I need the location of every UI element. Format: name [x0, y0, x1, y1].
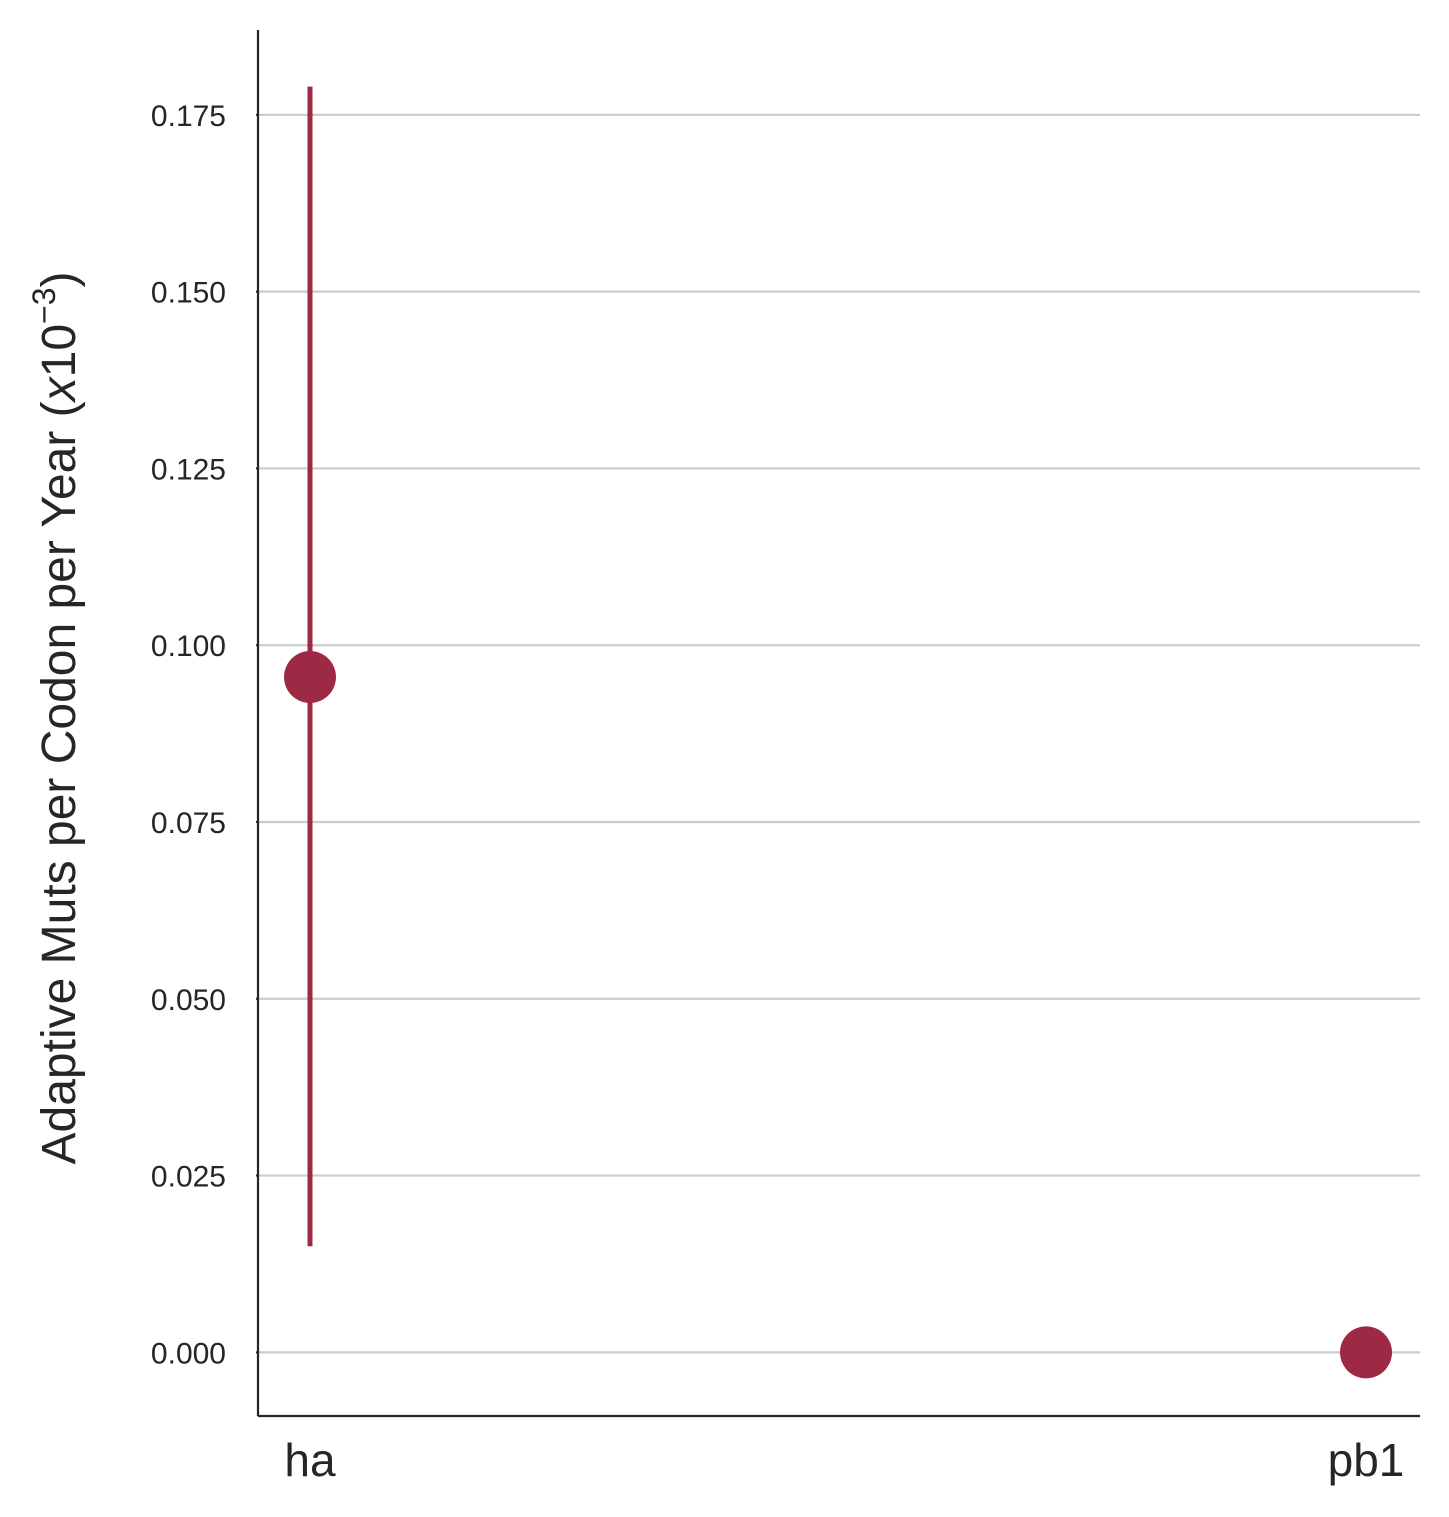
y-tick-label: 0.025: [151, 1161, 226, 1194]
y-tick-label: 0.000: [151, 1337, 226, 1370]
y-tick-label: 0.075: [151, 807, 226, 840]
axes: [256, 30, 1420, 1418]
y-axis-label: Adaptive Muts per Codon per Year (x10−3): [26, 272, 86, 1165]
y-tick-label: 0.050: [151, 984, 226, 1017]
y-tick-labels: 0.000 0.025 0.050 0.075 0.100 0.125 0.150 0.175: [151, 100, 258, 1370]
y-tick-label: 0.100: [151, 630, 226, 663]
x-tick-label: ha: [284, 1434, 336, 1486]
data-marks: [284, 86, 1392, 1379]
y-tick-label: 0.150: [151, 277, 226, 310]
x-tick-labels: ha pb1: [284, 1434, 1404, 1486]
x-tick-label: pb1: [1328, 1434, 1405, 1486]
y-gridlines: [258, 113, 1420, 1354]
point-pb1: [1340, 1326, 1392, 1379]
y-tick-label: 0.175: [151, 100, 226, 133]
y-tick-label: 0.125: [151, 453, 226, 486]
point-ha: [284, 651, 336, 704]
